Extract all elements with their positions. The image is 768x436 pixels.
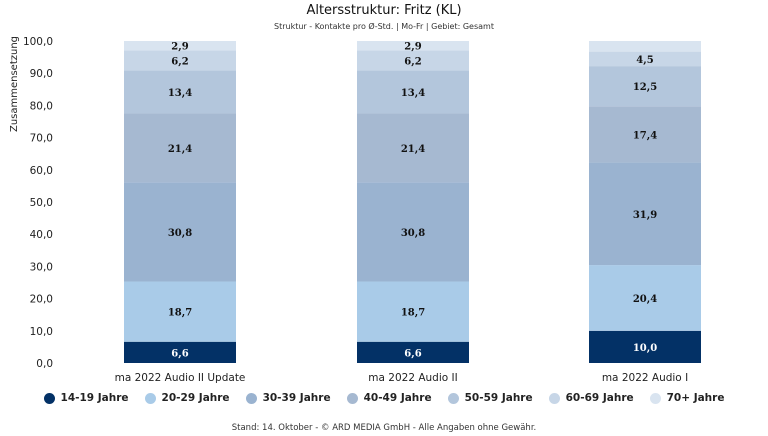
data-label: 4,5 xyxy=(636,55,653,66)
y-tick-label: 80,0 xyxy=(30,100,53,112)
x-category-label: ma 2022 Audio II Update xyxy=(115,372,246,384)
bar-segment-20-29-jahre xyxy=(124,281,236,342)
legend-item: 60-69 Jahre xyxy=(548,392,634,404)
data-label: 2,9 xyxy=(404,42,421,53)
bar-segment-40-49-jahre xyxy=(124,113,236,183)
bar-segment-50-59-jahre xyxy=(589,66,701,107)
y-tick-label: 50,0 xyxy=(30,197,53,209)
chart-subtitle: Struktur - Kontakte pro Ø-Std. | Mo-Fr |… xyxy=(274,22,494,31)
data-label: 20,4 xyxy=(633,294,657,305)
x-category-label: ma 2022 Audio I xyxy=(602,372,688,384)
bar-segment-50-59-jahre xyxy=(124,70,236,114)
legend-marker xyxy=(548,392,560,404)
data-label: 13,4 xyxy=(168,88,192,99)
footer-note: Stand: 14. Oktober - © ARD MEDIA GmbH - … xyxy=(231,423,537,433)
data-label: 13,4 xyxy=(401,88,425,99)
data-label: 6,6 xyxy=(404,348,421,359)
data-label: 17,4 xyxy=(633,130,657,141)
chart-title: Altersstruktur: Fritz (KL) xyxy=(306,3,462,18)
data-label: 2,9 xyxy=(171,42,188,53)
y-tick-label: 0,0 xyxy=(36,358,53,370)
bar-segment-14-19-jahre xyxy=(357,341,469,363)
data-label: 6,2 xyxy=(404,56,421,67)
bar-segment-20-29-jahre xyxy=(589,265,701,331)
data-label: 6,2 xyxy=(171,56,188,67)
legend-item: 50-59 Jahre xyxy=(447,392,533,404)
bar-segment-70-jahre xyxy=(357,41,469,51)
legend-item: 70+ Jahre xyxy=(649,392,725,404)
data-label: 21,4 xyxy=(168,144,192,155)
data-label: 10,0 xyxy=(633,343,657,354)
y-tick-label: 10,0 xyxy=(30,326,53,338)
legend-item: 14-19 Jahre xyxy=(43,392,129,404)
data-label: 31,9 xyxy=(633,210,657,221)
bar-segment-20-29-jahre xyxy=(357,281,469,342)
legend-label: 70+ Jahre xyxy=(666,392,725,404)
data-label: 21,4 xyxy=(401,144,425,155)
bar-segment-50-59-jahre xyxy=(357,70,469,114)
legend-label: 50-59 Jahre xyxy=(464,392,533,404)
y-tick-label: 20,0 xyxy=(30,294,53,306)
bar-segment-14-19-jahre xyxy=(589,330,701,363)
y-tick-label: 60,0 xyxy=(30,165,53,177)
bar-segment-14-19-jahre xyxy=(124,341,236,363)
bar-segment-70-jahre xyxy=(589,41,701,52)
bar-segment-60-69-jahre xyxy=(357,50,469,71)
legend-item: 20-29 Jahre xyxy=(144,392,230,404)
legend-item: 40-49 Jahre xyxy=(346,392,432,404)
legend-label: 30-39 Jahre xyxy=(262,392,331,404)
y-tick-label: 70,0 xyxy=(30,133,53,145)
legend-label: 40-49 Jahre xyxy=(363,392,432,404)
y-tick-label: 30,0 xyxy=(30,261,53,273)
bar-segment-30-39-jahre xyxy=(357,182,469,282)
data-label: 18,7 xyxy=(168,308,192,319)
data-label: 12,5 xyxy=(633,82,657,93)
y-tick-label: 90,0 xyxy=(30,68,53,80)
legend-marker xyxy=(447,392,459,404)
stacked-bar-chart: Zusammensetzung 0,0 10,0 20,0 30,0 40,0 50,0 60… xyxy=(9,36,701,384)
bar-segment-70-jahre xyxy=(124,41,236,51)
bar-segment-30-39-jahre xyxy=(589,162,701,266)
bar-segment-40-49-jahre xyxy=(357,113,469,183)
chart-legend: 14-19 Jahre 20-29 Jahre 30-39 Jahre 40-49 J… xyxy=(0,392,768,404)
legend-label: 20-29 Jahre xyxy=(161,392,230,404)
legend-marker xyxy=(245,392,257,404)
y-tick-label: 40,0 xyxy=(30,229,53,241)
bar-segment-40-49-jahre xyxy=(589,106,701,163)
legend-label: 14-19 Jahre xyxy=(60,392,129,404)
y-axis-title: Zusammensetzung xyxy=(9,36,20,132)
data-label: 30,8 xyxy=(401,228,425,239)
legend-label: 60-69 Jahre xyxy=(565,392,634,404)
legend-marker xyxy=(43,392,55,404)
legend-marker xyxy=(144,392,156,404)
legend-marker xyxy=(649,392,661,404)
legend-marker xyxy=(346,392,358,404)
bar-segment-60-69-jahre xyxy=(124,50,236,71)
data-label: 6,6 xyxy=(171,348,188,359)
data-label: 18,7 xyxy=(401,308,425,319)
y-tick-label: 100,0 xyxy=(23,36,53,48)
data-label: 30,8 xyxy=(168,228,192,239)
bar-segment-30-39-jahre xyxy=(124,182,236,282)
bar-segment-60-69-jahre xyxy=(589,51,701,67)
x-category-label: ma 2022 Audio II xyxy=(368,372,457,384)
legend-item: 30-39 Jahre xyxy=(245,392,331,404)
